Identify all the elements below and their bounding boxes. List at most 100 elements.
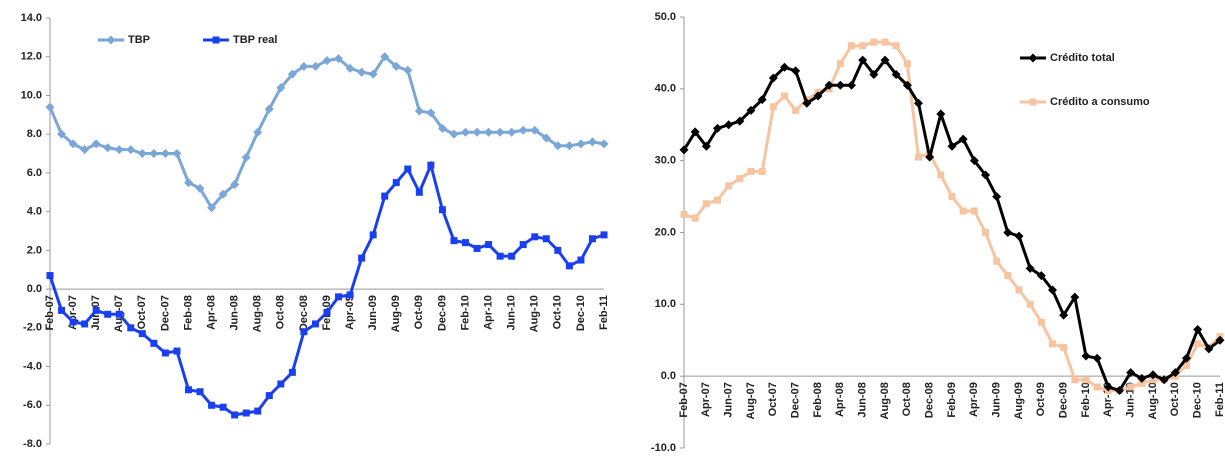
point	[334, 54, 344, 64]
point	[768, 73, 778, 83]
point	[218, 189, 228, 199]
point	[230, 180, 240, 190]
y-tick-label: 50.0	[655, 11, 676, 23]
point	[880, 55, 890, 65]
point	[792, 106, 800, 114]
point	[780, 62, 789, 72]
x-tick-label: Dec-10	[575, 295, 587, 331]
point	[212, 36, 220, 44]
point	[824, 80, 834, 90]
x-tick-label: Apr-10	[482, 295, 494, 330]
point	[68, 139, 78, 149]
point	[160, 149, 170, 159]
point	[404, 165, 412, 173]
point	[485, 241, 493, 249]
point	[1215, 335, 1225, 345]
point	[599, 139, 609, 149]
point	[959, 207, 967, 215]
x-tick-label: Oct-10	[1169, 382, 1181, 416]
point	[848, 42, 855, 50]
x-tick-label: Apr-08	[205, 295, 217, 330]
point	[600, 231, 608, 239]
point	[462, 239, 469, 247]
x-tick-label: Feb-08	[812, 382, 824, 417]
point	[58, 306, 66, 314]
point	[531, 233, 539, 241]
y-tick-label: 20.0	[655, 226, 676, 238]
point	[679, 145, 689, 155]
y-tick-label: 8.0	[27, 128, 42, 140]
point	[915, 153, 922, 161]
x-tick-label: Oct-10	[552, 295, 564, 329]
y-tick-label: 30.0	[655, 155, 676, 167]
point	[725, 182, 733, 190]
point	[758, 167, 766, 175]
point	[542, 235, 550, 243]
point	[127, 324, 135, 332]
point	[1070, 292, 1080, 302]
x-tick-label: Apr-09	[968, 382, 980, 417]
point	[553, 141, 563, 151]
point	[519, 241, 527, 249]
point	[992, 192, 1002, 202]
point	[253, 127, 263, 137]
point	[1037, 318, 1045, 326]
point	[219, 403, 227, 411]
point	[323, 308, 331, 316]
point	[299, 61, 309, 71]
point	[947, 141, 957, 151]
point	[172, 149, 182, 159]
point	[564, 141, 574, 151]
point	[369, 231, 377, 239]
point	[1183, 361, 1190, 369]
point	[691, 214, 699, 222]
point	[781, 92, 788, 100]
point	[690, 127, 700, 137]
x-tick-label: Aug-10	[1147, 382, 1159, 419]
point	[1138, 379, 1146, 387]
point	[859, 42, 867, 50]
point	[1137, 373, 1147, 383]
point	[835, 80, 845, 90]
point	[1159, 375, 1169, 385]
point	[1048, 285, 1057, 295]
x-tick-label: Dec-07	[159, 295, 171, 331]
x-tick-label: Jun-09	[367, 295, 379, 330]
x-tick-label: Oct-08	[275, 295, 287, 329]
point	[714, 196, 721, 204]
y-tick-label: -2.0	[23, 322, 42, 334]
x-tick-label: Feb-10	[1080, 382, 1092, 417]
x-tick-label: Oct-09	[413, 295, 425, 329]
y-tick-label: -6.0	[23, 399, 42, 411]
x-tick-label: Oct-08	[901, 382, 913, 416]
point	[264, 104, 274, 114]
x-tick-label: Dec-09	[1058, 382, 1070, 418]
x-tick-label: Feb-07	[678, 382, 690, 417]
point	[288, 368, 296, 376]
x-tick-label: Oct-07	[136, 295, 148, 329]
point	[1082, 376, 1090, 384]
point	[277, 380, 285, 388]
point	[1028, 53, 1038, 63]
point	[1036, 271, 1046, 281]
point	[69, 318, 77, 326]
legend-label: Crédito a consumo	[1050, 96, 1150, 108]
point	[495, 127, 505, 137]
point	[300, 328, 308, 336]
point	[1126, 368, 1136, 378]
point	[114, 145, 124, 155]
x-tick-label: Feb-09	[946, 382, 958, 417]
point	[891, 69, 901, 79]
point	[576, 139, 586, 149]
point	[530, 125, 540, 135]
point	[791, 66, 801, 76]
point	[1092, 353, 1102, 363]
x-tick-label: Dec-08	[924, 382, 936, 418]
point	[265, 392, 273, 400]
y-tick-label: 14.0	[21, 12, 42, 24]
point	[680, 211, 688, 219]
point	[813, 91, 823, 101]
point	[438, 206, 446, 214]
point	[518, 125, 528, 135]
legend-label: TBP real	[233, 34, 277, 46]
